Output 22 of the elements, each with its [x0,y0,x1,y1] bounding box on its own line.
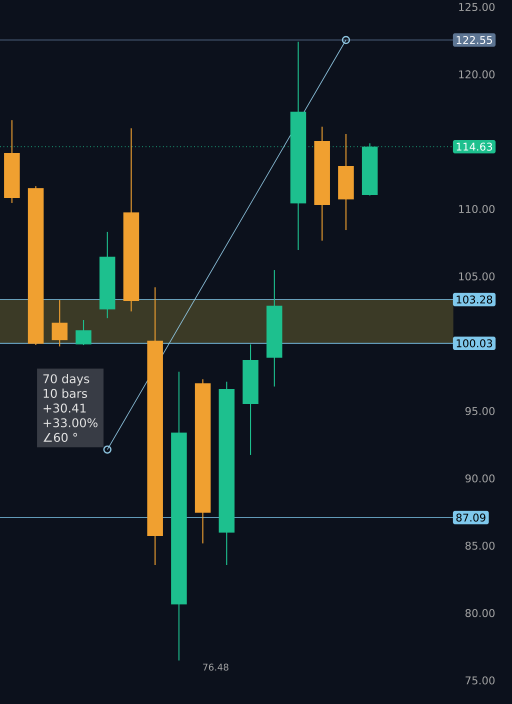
y-tick-label: 85.00 [465,542,495,550]
candlestick [52,300,68,347]
annotation: +30.41 [44,404,86,413]
candlestick [76,319,92,346]
annotation: 76.48 [203,664,228,671]
y-tick-label: 105.00 [459,272,495,280]
y-tick-label: 75.00 [466,676,495,684]
ref-line-label: 100.03 [456,339,492,348]
y-tick-label: 110.00 [459,204,495,214]
annotation: +33.00% [44,418,98,428]
y-tick-label: 120.00 [459,70,495,78]
annotation: 10 bars [44,388,88,398]
y-tick-label: 125.00 [459,2,495,12]
annotation: ∠60 ° [43,432,78,442]
y-tick-label: 90.00 [465,474,495,482]
y-tick-label: 80.00 [465,609,495,618]
annotation: 70 days [43,374,90,386]
y-tick-label: 95.00 [465,407,495,416]
ref-line-label: 114.63 [456,142,492,151]
ref-line-label: 122.55 [456,36,492,44]
ref-line-label: 103.28 [456,295,492,304]
ref-line-label: 87.09 [456,514,486,522]
